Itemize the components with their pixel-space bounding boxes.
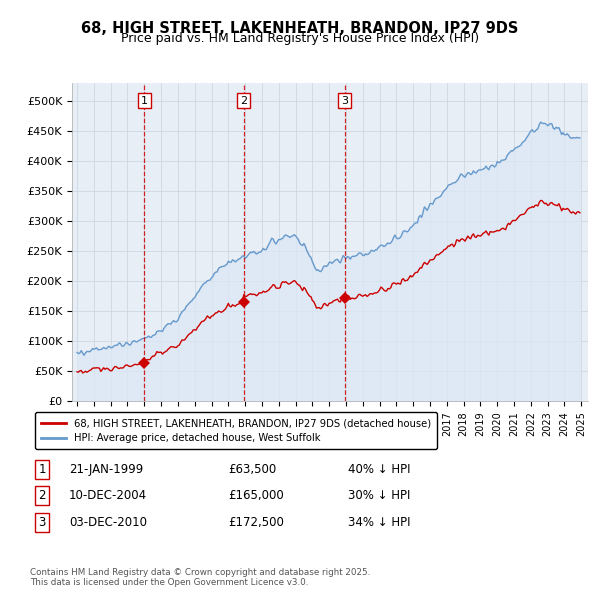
Text: 10-DEC-2004: 10-DEC-2004	[69, 489, 147, 502]
Text: 40% ↓ HPI: 40% ↓ HPI	[348, 463, 410, 476]
Text: 03-DEC-2010: 03-DEC-2010	[69, 516, 147, 529]
Text: 3: 3	[341, 96, 348, 106]
Text: 68, HIGH STREET, LAKENHEATH, BRANDON, IP27 9DS: 68, HIGH STREET, LAKENHEATH, BRANDON, IP…	[82, 21, 518, 35]
Text: £165,000: £165,000	[228, 489, 284, 502]
Text: 1: 1	[38, 463, 46, 476]
Text: 3: 3	[38, 516, 46, 529]
Text: 1: 1	[141, 96, 148, 106]
Text: 21-JAN-1999: 21-JAN-1999	[69, 463, 143, 476]
Text: £172,500: £172,500	[228, 516, 284, 529]
Text: £63,500: £63,500	[228, 463, 276, 476]
Text: Contains HM Land Registry data © Crown copyright and database right 2025.
This d: Contains HM Land Registry data © Crown c…	[30, 568, 370, 587]
Text: 34% ↓ HPI: 34% ↓ HPI	[348, 516, 410, 529]
Text: Price paid vs. HM Land Registry's House Price Index (HPI): Price paid vs. HM Land Registry's House …	[121, 32, 479, 45]
Legend: 68, HIGH STREET, LAKENHEATH, BRANDON, IP27 9DS (detached house), HPI: Average pr: 68, HIGH STREET, LAKENHEATH, BRANDON, IP…	[35, 412, 437, 449]
Text: 2: 2	[38, 489, 46, 502]
Text: 2: 2	[240, 96, 247, 106]
Text: 30% ↓ HPI: 30% ↓ HPI	[348, 489, 410, 502]
